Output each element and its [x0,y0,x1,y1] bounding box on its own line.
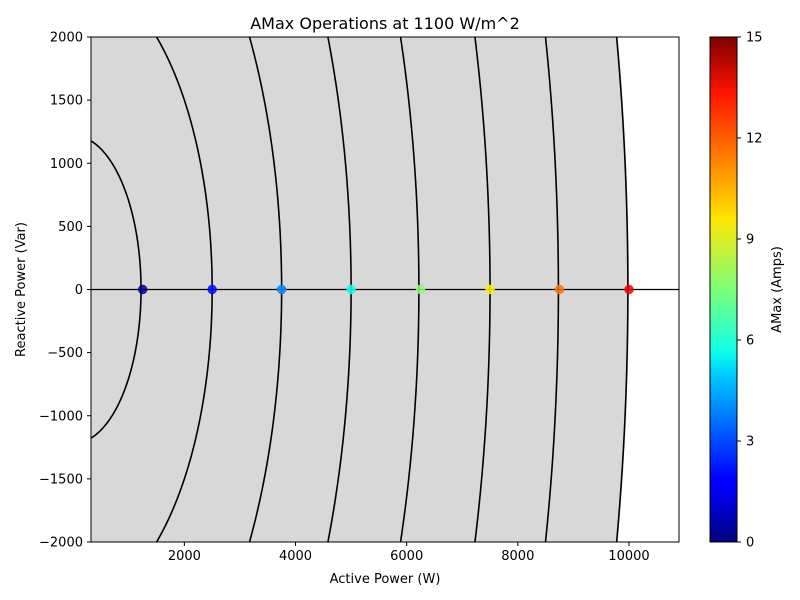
y-tick-label: −1500 [39,472,83,487]
x-tick-label: 8000 [501,549,534,564]
x-axis-label: Active Power (W) [330,572,441,587]
operating-point [276,284,287,295]
colorbar-tick-label: 3 [746,435,754,450]
y-axis-label: Reactive Power (Var) [14,222,29,357]
y-tick-label: −1000 [39,409,83,424]
chart-title: AMax Operations at 1100 W/m^2 [250,14,520,33]
colorbar-tick-label: 12 [746,132,763,147]
operating-point [137,284,148,295]
x-tick-label: 10000 [608,549,649,564]
colorbar-tick-label: 9 [746,233,754,248]
operating-point [624,284,634,295]
operating-point [485,284,495,295]
x-tick-label: 2000 [168,549,201,564]
x-axis: 2000 4000 6000 8000 10000 [168,542,650,564]
y-tick-label: −500 [47,346,83,361]
x-tick-label: 6000 [390,549,423,564]
colorbar-tick-label: 0 [746,536,754,551]
x-tick-label: 4000 [279,549,312,564]
operating-point [346,284,356,295]
y-tick-label: 2000 [50,31,83,46]
colorbar-tick-label: 15 [746,31,763,46]
colorbar-gradient [709,36,738,543]
colorbar-tick-label: 6 [746,334,754,349]
y-axis: −2000 −1500 −1000 −500 0 500 1000 1500 2000 [39,31,91,551]
operating-point [554,284,565,295]
plot-area [90,36,680,543]
y-tick-label: 1500 [50,94,83,109]
operating-point [415,284,426,295]
y-tick-label: 1000 [50,157,83,172]
y-tick-label: 500 [58,220,83,235]
operating-point [207,284,217,295]
y-tick-label: −2000 [39,536,83,551]
colorbar-label: AMax (Amps) [770,246,785,333]
y-tick-label: 0 [75,283,83,298]
colorbar: 0 3 6 9 12 15 AMax (Amps) [709,31,785,551]
